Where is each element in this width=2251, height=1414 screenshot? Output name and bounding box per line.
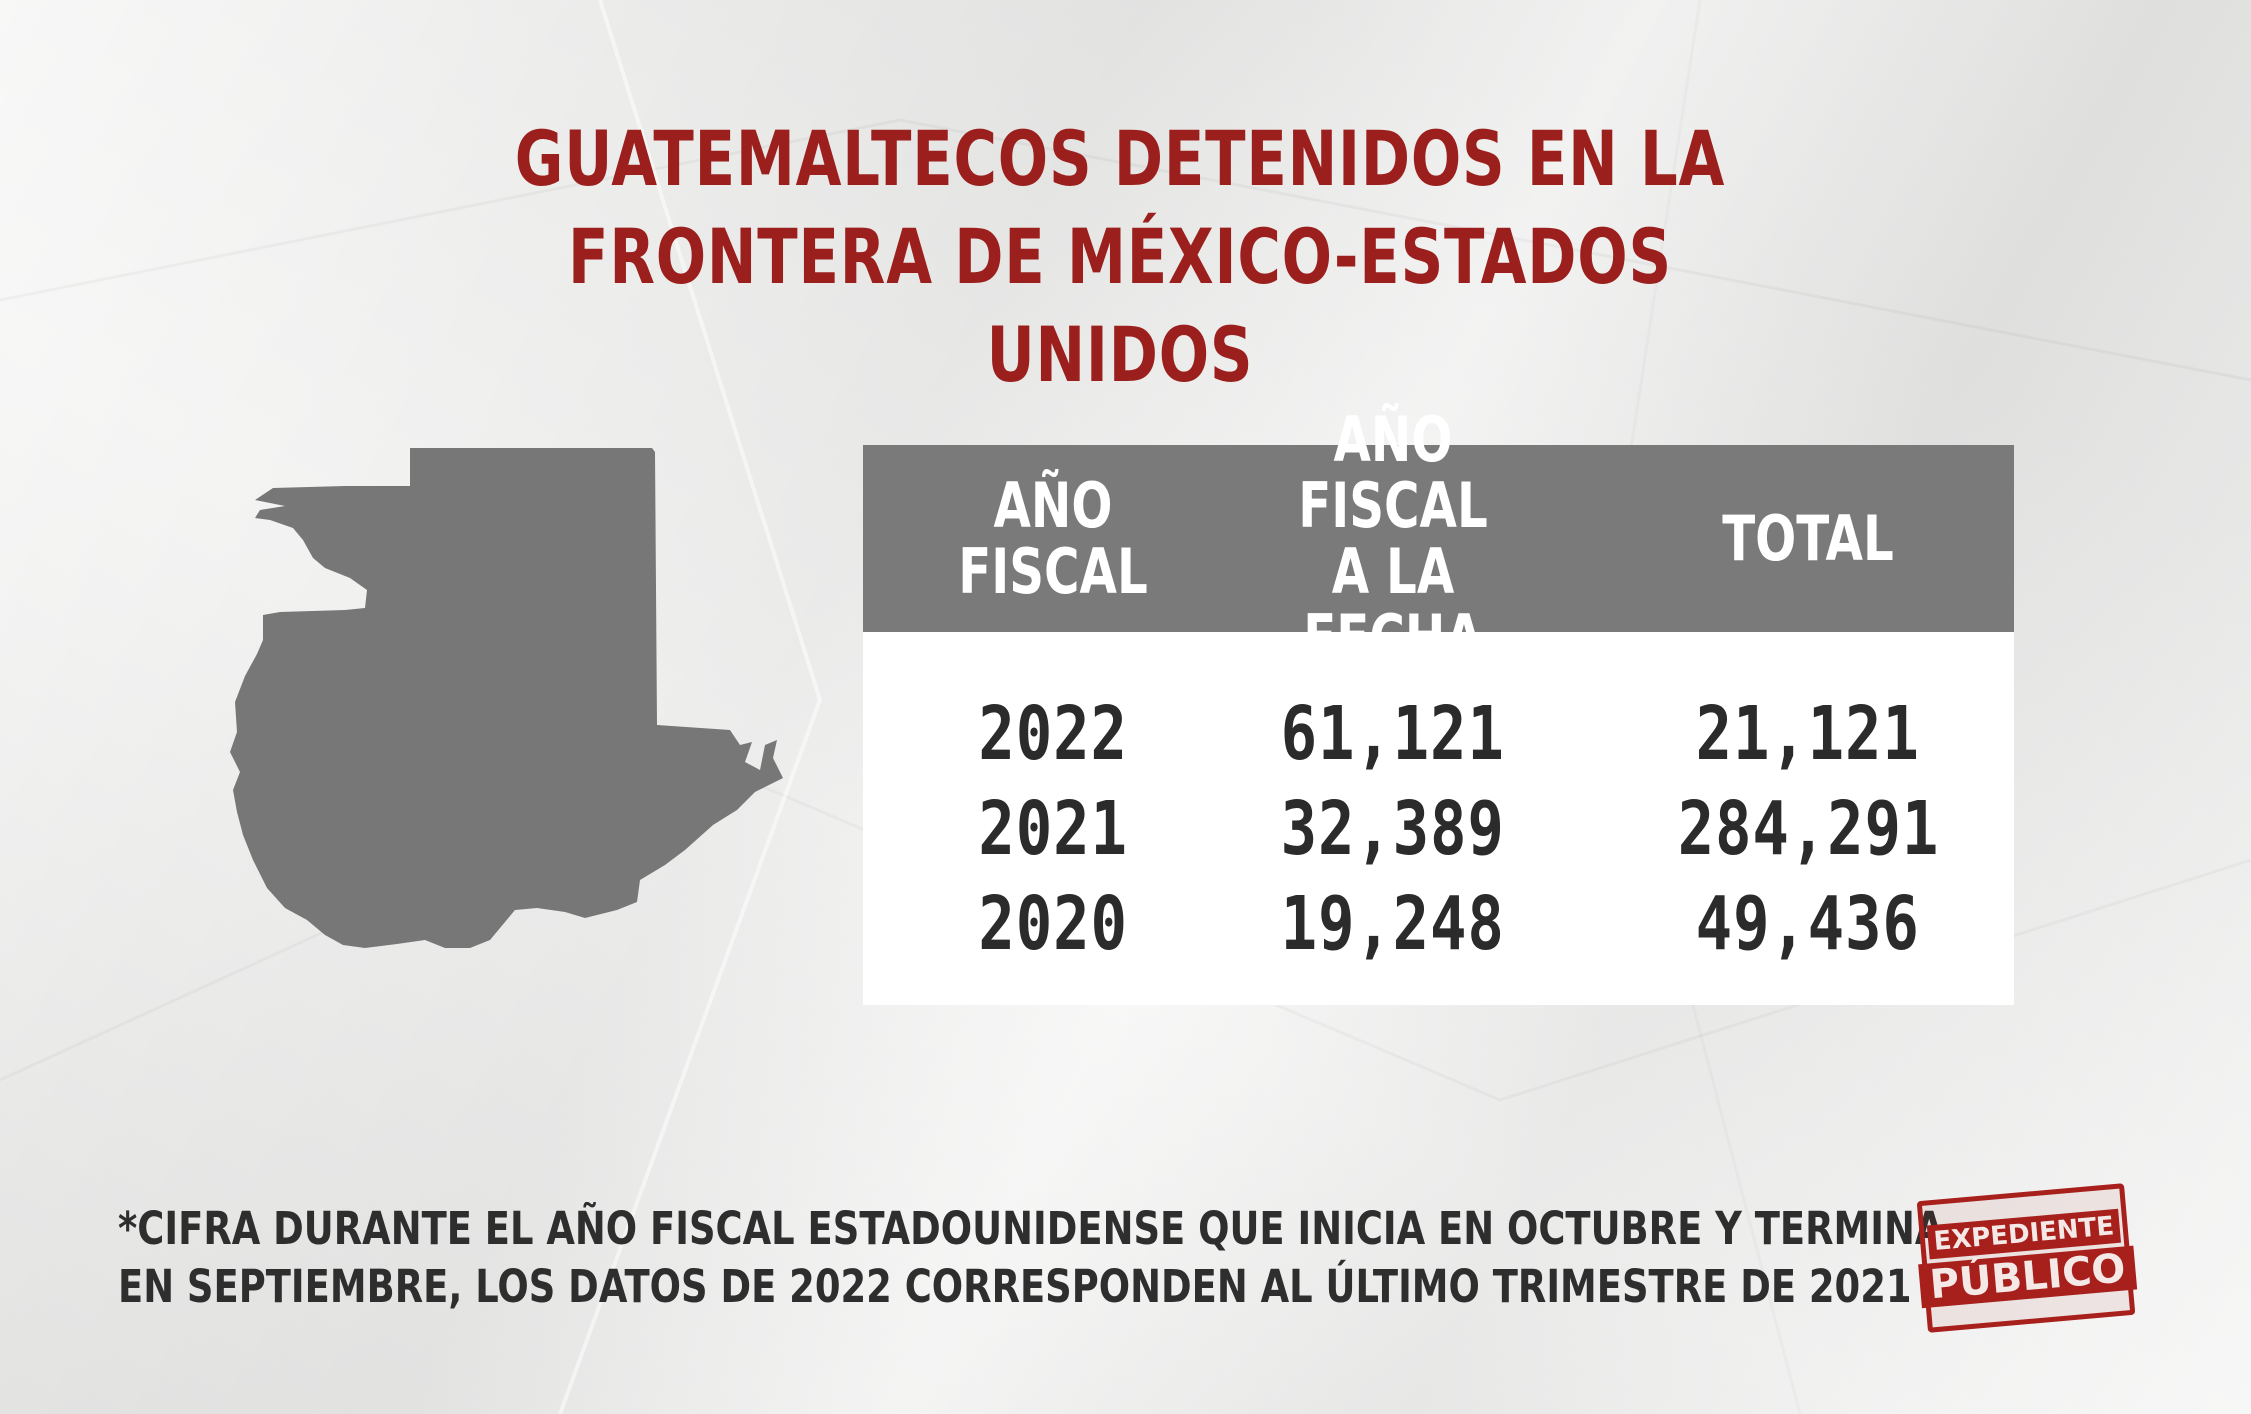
guatemala-map-icon <box>230 448 783 948</box>
table-cell: 49,436 <box>1695 881 1921 967</box>
table-cell: 2021 <box>978 786 1128 872</box>
table-cell: 2022 <box>978 691 1128 777</box>
column-header-total: TOTAL <box>1722 501 1894 575</box>
data-table: AÑO FISCAL AÑO FISCAL A LA FECHA TOTAL 2… <box>863 402 2014 1005</box>
table-header: AÑO FISCAL AÑO FISCAL A LA FECHA TOTAL <box>863 402 2014 674</box>
page-title: GUATEMALTECOS DETENIDOS EN LA FRONTERA D… <box>504 110 1736 404</box>
title-line-1: GUATEMALTECOS DETENIDOS EN LA <box>514 114 1726 203</box>
expediente-publico-logo: EXPEDIENTE PÚBLICO <box>1916 1183 2138 1333</box>
footnote-line-2: EN SEPTIEMBRE, LOS DATOS DE 2022 CORRESP… <box>118 1260 1912 1313</box>
footnote: *CIFRA DURANTE EL AÑO FISCAL ESTADOUNIDE… <box>118 1200 1944 1316</box>
table-cell: 21,121 <box>1695 691 1921 777</box>
table-cell: 32,389 <box>1280 786 1506 872</box>
title-line-2: FRONTERA DE MÉXICO-ESTADOS UNIDOS <box>568 212 1672 399</box>
table-cell: 284,291 <box>1677 786 1939 872</box>
footnote-line-1: *CIFRA DURANTE EL AÑO FISCAL ESTADOUNIDE… <box>118 1202 1944 1255</box>
table-cell: 2020 <box>978 881 1128 967</box>
column-header-ano-fiscal: AÑO FISCAL <box>958 468 1148 608</box>
table-cell: 61,121 <box>1280 691 1506 777</box>
table-cell: 19,248 <box>1280 881 1506 967</box>
column-header-ano-fiscal-a-la-fecha: AÑO FISCAL A LA FECHA <box>1298 402 1488 674</box>
